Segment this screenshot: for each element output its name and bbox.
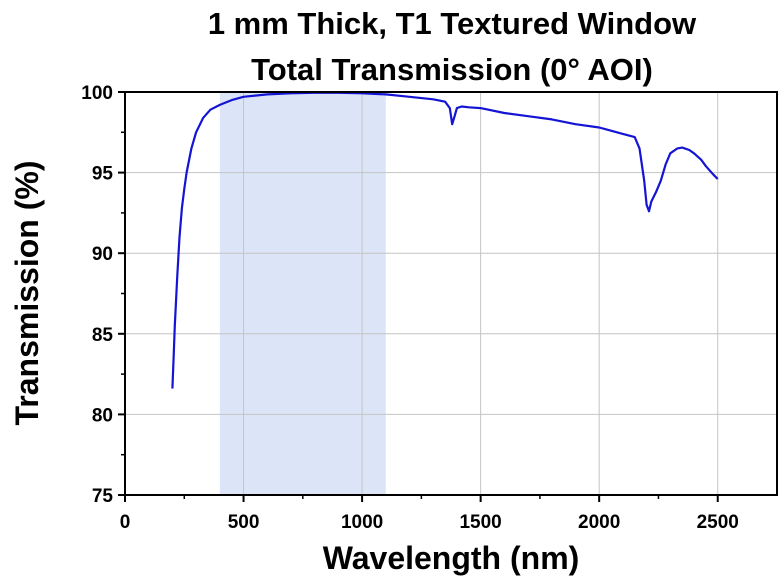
x-tick-label: 1000 bbox=[341, 512, 383, 533]
y-tick-label: 100 bbox=[81, 83, 113, 104]
chart-title: 1 mm Thick, T1 Textured Window bbox=[208, 6, 697, 41]
x-tick-label: 500 bbox=[228, 512, 260, 533]
x-tick-label: 1500 bbox=[459, 512, 501, 533]
chart-subtitle: Total Transmission (0° AOI) bbox=[251, 52, 653, 87]
x-tick-label: 2000 bbox=[578, 512, 620, 533]
x-tick-label: 0 bbox=[120, 512, 131, 533]
y-tick-label: 90 bbox=[92, 244, 113, 265]
x-axis-label: Wavelength (nm) bbox=[323, 540, 580, 576]
y-tick-label: 80 bbox=[92, 405, 113, 426]
y-axis: 75 80 85 90 95 100 bbox=[81, 83, 125, 507]
x-tick-label: 2500 bbox=[697, 512, 739, 533]
plot-area: 0 500 1000 1500 2000 2500 75 80 85 90 95 100 bbox=[81, 83, 778, 533]
y-tick-label: 75 bbox=[92, 486, 114, 507]
x-axis: 0 500 1000 1500 2000 2500 bbox=[120, 495, 739, 533]
shaded-band bbox=[219, 92, 386, 495]
y-tick-label: 95 bbox=[92, 164, 114, 185]
grid bbox=[125, 92, 777, 495]
y-tick-label: 85 bbox=[92, 325, 114, 346]
y-axis-label: Transmission (%) bbox=[9, 161, 45, 426]
data-series bbox=[171, 91, 719, 389]
series-line bbox=[171, 91, 719, 389]
